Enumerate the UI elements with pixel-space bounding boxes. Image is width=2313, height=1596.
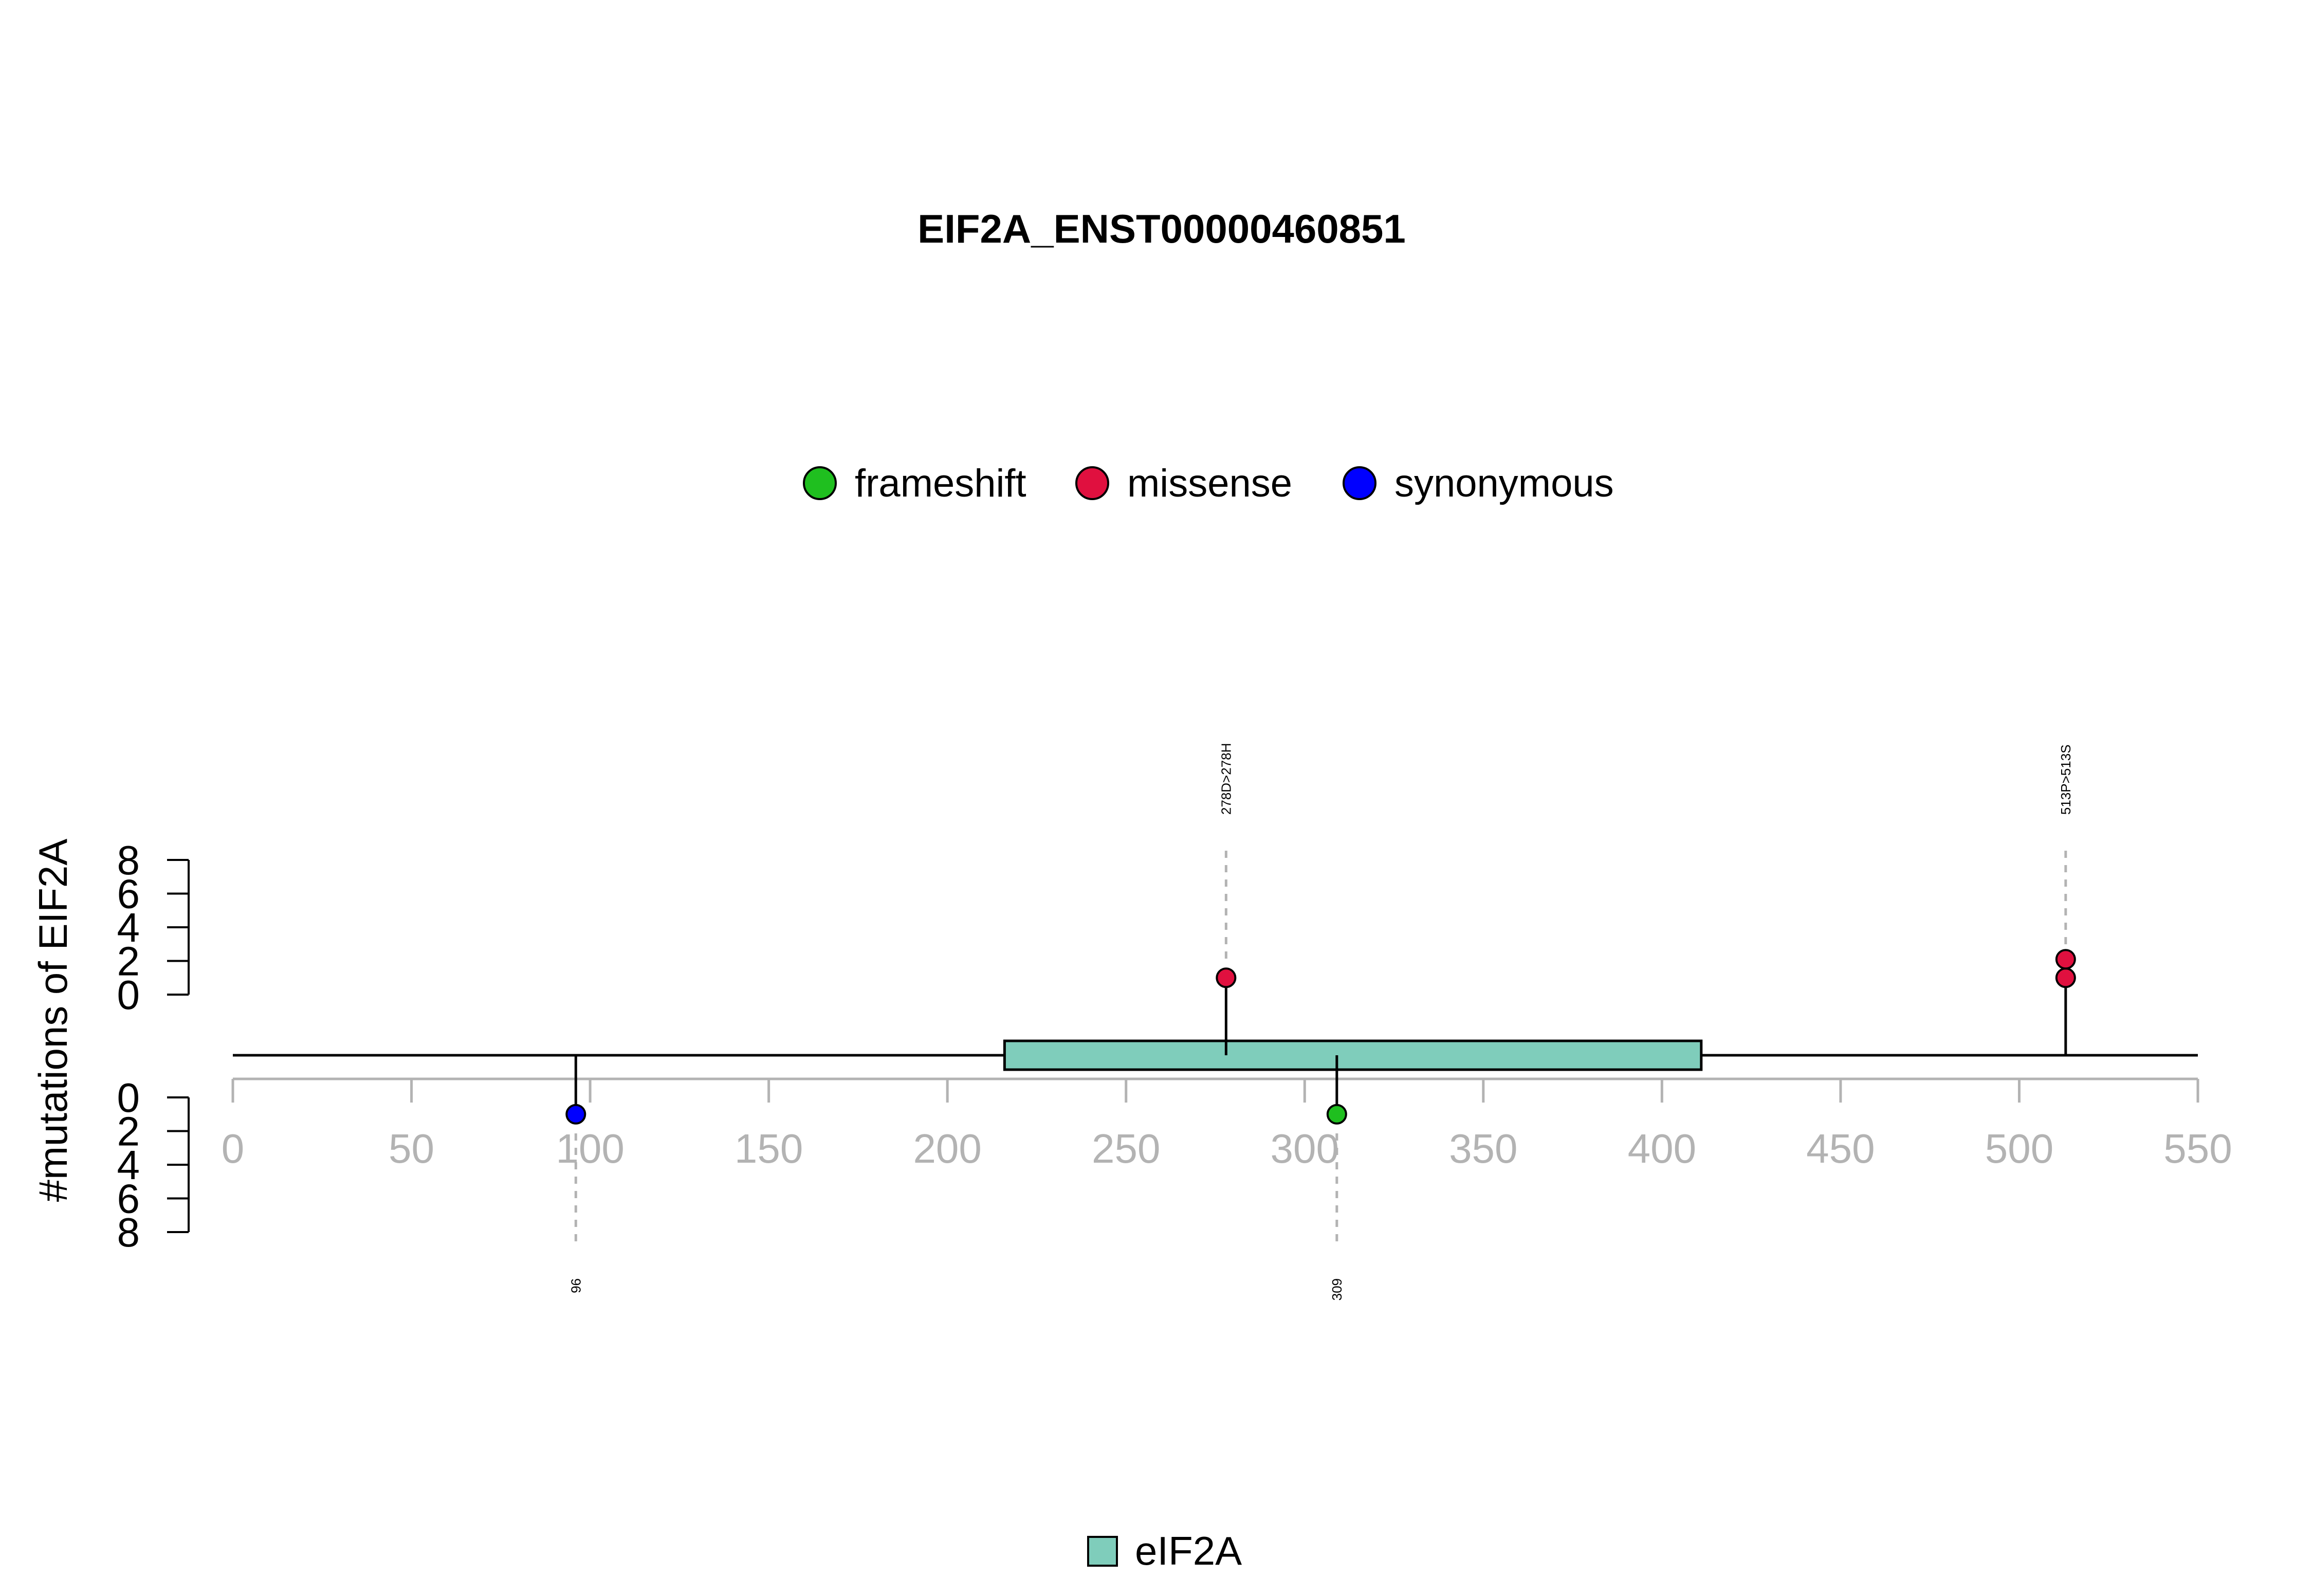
x-tick-label: 550: [2163, 1126, 2232, 1171]
legend-domain-marker: [1087, 1536, 1118, 1567]
y-tick-label-top: 2: [117, 939, 140, 984]
legend-marker-missense: [1075, 466, 1109, 500]
x-tick-label: 400: [1628, 1126, 1696, 1171]
x-tick-label: 0: [222, 1126, 245, 1171]
legend-label-synonymous: synonymous: [1394, 462, 1614, 505]
x-tick-label: 450: [1806, 1126, 1875, 1171]
x-tick-label: 200: [913, 1126, 981, 1171]
y-tick-label-bottom: 0: [117, 1075, 140, 1121]
domain-eIF2A: [1003, 1039, 1703, 1071]
x-tick-label: 500: [1985, 1126, 2053, 1171]
y-tick-label-top: 6: [117, 871, 140, 917]
x-tick-label: 250: [1092, 1126, 1160, 1171]
x-tick-label: 350: [1449, 1126, 1517, 1171]
x-tick-label: 150: [735, 1126, 803, 1171]
mutation-point-missense: [2055, 967, 2076, 988]
y-axis-label: #mutations of EIF2A: [30, 839, 76, 1202]
y-tick-label-top: 4: [117, 905, 140, 950]
mutation-point-frameshift: [1326, 1104, 1347, 1125]
y-tick-label-top: 0: [117, 972, 140, 1018]
y-tick-label-bottom: 4: [117, 1142, 140, 1188]
y-tick-label-top: 8: [117, 837, 140, 883]
mutation-label: 513P>513S: [2058, 744, 2073, 815]
x-tick-label: 100: [556, 1126, 624, 1171]
x-tick-label: 50: [389, 1126, 434, 1171]
legend-marker-frameshift: [803, 466, 837, 500]
legend-label-frameshift: frameshift: [855, 462, 1026, 505]
mutation-point-missense: [1216, 967, 1237, 988]
mutation-label: 278D>278H: [1218, 743, 1234, 815]
mutation-label: 309: [1329, 1278, 1345, 1300]
chart-title: EIF2A_ENST00000460851: [917, 206, 1406, 251]
legend-label-missense: missense: [1127, 462, 1292, 505]
y-tick-label-bottom: 6: [117, 1176, 140, 1222]
legend-marker-synonymous: [1343, 466, 1376, 500]
y-tick-label-bottom: 2: [117, 1109, 140, 1154]
x-tick-label: 300: [1271, 1126, 1339, 1171]
mutation-point-missense: [2055, 949, 2076, 970]
mutation-label: 96: [568, 1278, 583, 1293]
legend-domain-label: eIF2A: [1135, 1528, 1242, 1573]
mutation-point-synonymous: [565, 1104, 586, 1125]
y-tick-label-bottom: 8: [117, 1209, 140, 1255]
